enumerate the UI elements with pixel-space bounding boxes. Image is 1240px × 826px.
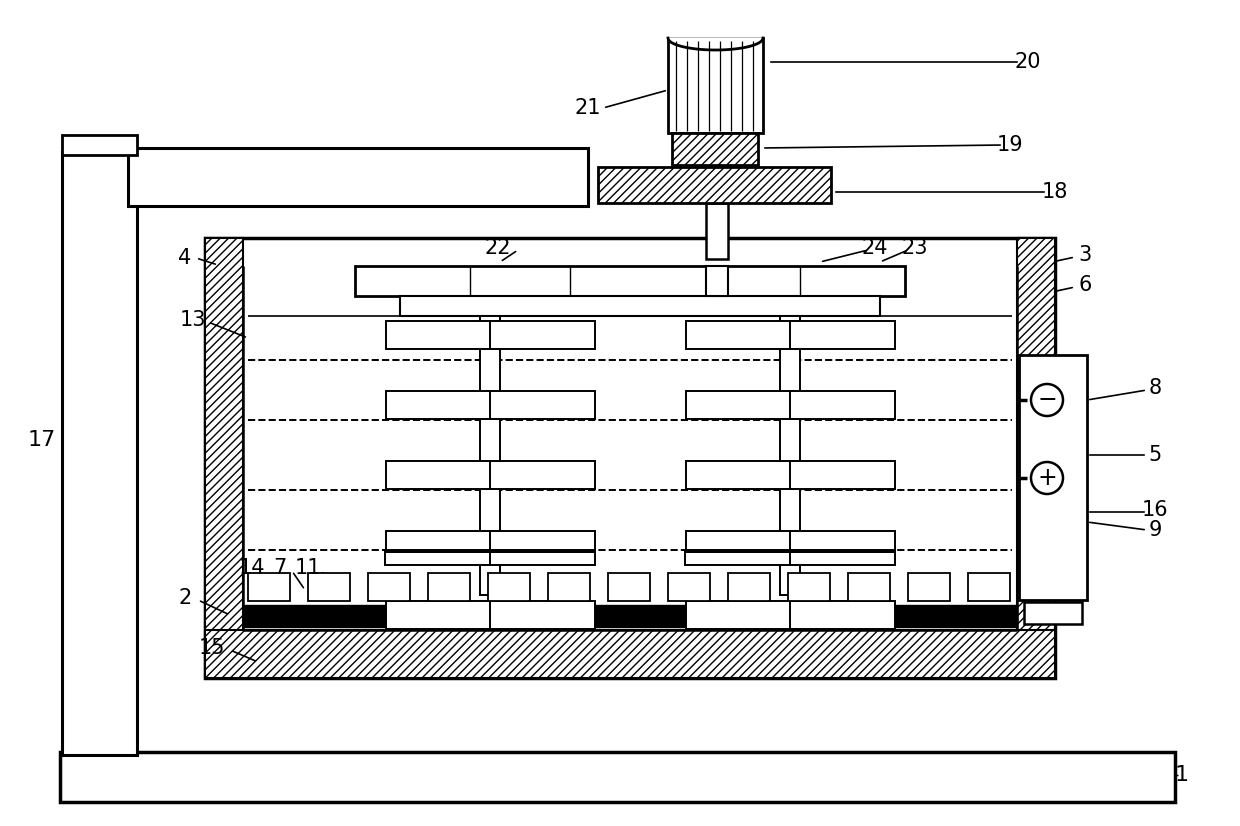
Bar	[384, 550, 595, 553]
Bar	[205, 238, 1055, 678]
Bar	[386, 601, 491, 629]
Text: 4: 4	[179, 248, 192, 268]
Bar	[490, 531, 595, 559]
Bar	[686, 531, 791, 559]
Bar	[608, 573, 650, 601]
Bar	[62, 135, 136, 155]
Bar	[490, 550, 595, 565]
Polygon shape	[668, 38, 763, 50]
Text: 17: 17	[27, 430, 56, 450]
Bar	[780, 316, 800, 595]
Bar	[490, 601, 595, 629]
Bar	[489, 573, 529, 601]
Bar	[243, 605, 1017, 627]
Text: 11: 11	[295, 558, 321, 578]
Bar	[790, 550, 895, 565]
Bar	[598, 167, 831, 203]
Bar	[248, 573, 290, 601]
Text: 5: 5	[1148, 445, 1162, 465]
Bar	[686, 461, 791, 489]
Text: 2: 2	[179, 588, 192, 608]
Bar	[205, 630, 1055, 678]
Text: 23: 23	[901, 238, 929, 258]
Bar	[205, 238, 243, 678]
Bar	[355, 266, 905, 296]
Text: 6: 6	[1079, 275, 1091, 295]
Circle shape	[1030, 462, 1063, 494]
Bar	[686, 391, 791, 419]
Bar	[480, 316, 500, 595]
Text: 21: 21	[575, 98, 601, 118]
Bar	[790, 531, 895, 559]
Bar	[1019, 355, 1087, 600]
Text: 13: 13	[180, 310, 206, 330]
Text: 19: 19	[997, 135, 1023, 155]
Text: 24: 24	[862, 238, 888, 258]
Text: 15: 15	[198, 638, 226, 658]
Bar	[668, 38, 763, 133]
Bar	[686, 321, 791, 349]
Bar	[706, 266, 728, 296]
Bar	[686, 601, 791, 629]
Text: 22: 22	[485, 238, 511, 258]
Bar	[684, 550, 895, 553]
Bar	[790, 601, 895, 629]
Bar	[386, 321, 491, 349]
Bar	[968, 573, 1011, 601]
Bar	[728, 573, 770, 601]
Bar	[386, 391, 491, 419]
Bar	[1024, 602, 1083, 624]
Text: 18: 18	[1042, 182, 1068, 202]
Text: +: +	[1037, 466, 1056, 490]
Bar	[386, 531, 491, 559]
Bar	[490, 391, 595, 419]
Bar	[490, 321, 595, 349]
Text: 16: 16	[1142, 500, 1168, 520]
Bar	[790, 391, 895, 419]
Bar	[790, 321, 895, 349]
Text: 20: 20	[1014, 52, 1042, 72]
Bar	[368, 573, 410, 601]
Bar	[1017, 238, 1055, 678]
Bar	[428, 573, 470, 601]
Bar	[548, 573, 590, 601]
Bar	[384, 550, 490, 565]
Bar	[672, 133, 758, 165]
Bar	[668, 573, 711, 601]
Text: 3: 3	[1079, 245, 1091, 265]
Text: −: −	[1037, 388, 1056, 412]
Circle shape	[1030, 384, 1063, 416]
Bar	[308, 573, 350, 601]
Bar	[684, 550, 790, 565]
Bar	[128, 148, 588, 206]
Text: 9: 9	[1148, 520, 1162, 540]
Bar	[706, 203, 728, 259]
Bar	[60, 752, 1176, 802]
Bar	[787, 573, 830, 601]
Bar	[790, 461, 895, 489]
Bar	[62, 152, 136, 755]
Text: 7: 7	[273, 558, 286, 578]
Text: 14: 14	[239, 558, 265, 578]
Bar	[401, 296, 880, 316]
Bar	[490, 461, 595, 489]
Bar	[848, 573, 890, 601]
Bar	[386, 461, 491, 489]
Text: 1: 1	[1176, 765, 1189, 785]
Bar	[908, 573, 950, 601]
Text: 8: 8	[1148, 378, 1162, 398]
